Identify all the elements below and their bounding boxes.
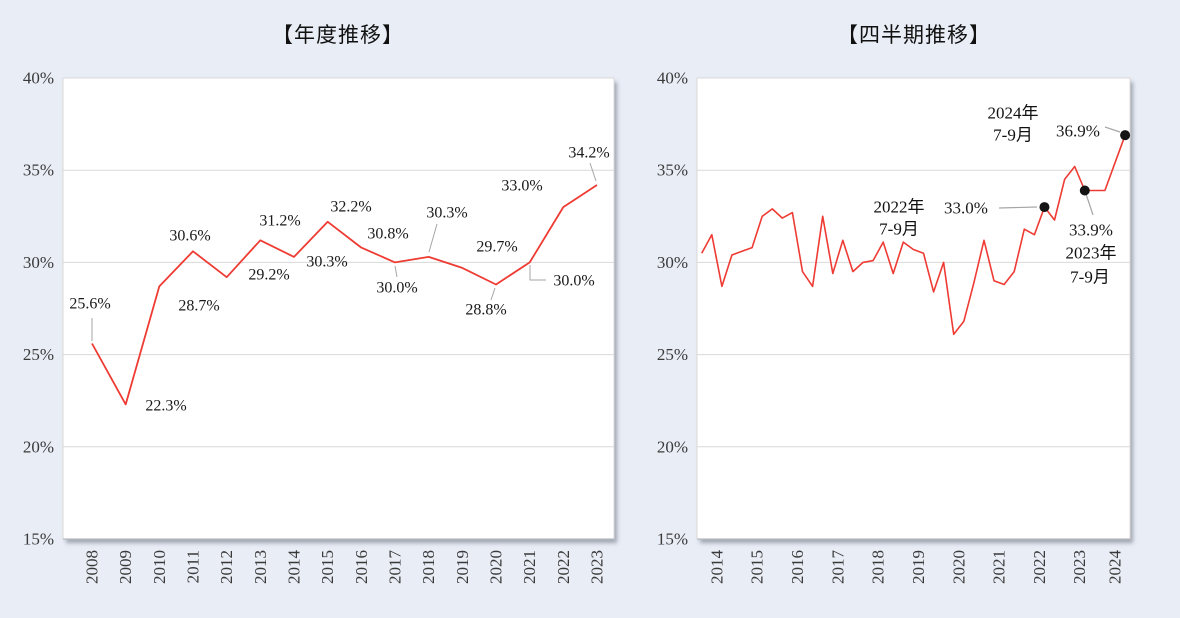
quarterly-chart-title: 【四半期推移】	[837, 23, 991, 47]
x-tick-label: 2023	[1070, 550, 1089, 584]
data-label: 31.2%	[259, 213, 300, 230]
annotation-period-label: 2023年	[1066, 244, 1117, 263]
x-tick-label: 2012	[217, 550, 236, 584]
data-label: 22.3%	[145, 398, 186, 415]
y-tick-label: 20%	[657, 437, 688, 456]
data-label: 30.3%	[306, 254, 347, 271]
y-tick-label: 20%	[23, 437, 54, 456]
x-tick-label: 2011	[183, 550, 202, 583]
x-tick-label: 2014	[707, 550, 726, 585]
annotation-leader-line	[998, 206, 1038, 209]
y-tick-label: 15%	[657, 530, 688, 549]
y-tick-label: 35%	[657, 161, 688, 180]
data-label: 33.0%	[501, 178, 542, 195]
data-label: 29.7%	[476, 239, 517, 256]
quarterly-plot-area	[697, 78, 1130, 539]
x-tick-label: 2022	[554, 550, 573, 584]
x-tick-label: 2022	[1030, 550, 1049, 584]
annotation-period-label: 7-9月	[1070, 268, 1110, 287]
x-tick-label: 2019	[453, 550, 472, 584]
data-label: 30.0%	[553, 273, 594, 290]
x-tick-label: 2014	[284, 550, 303, 585]
data-point-marker	[1120, 130, 1131, 141]
x-tick-label: 2015	[318, 550, 337, 584]
label-leader-line	[589, 162, 597, 182]
series-line	[91, 184, 598, 406]
label-leader-line	[529, 265, 546, 281]
x-tick-label: 2013	[251, 550, 270, 584]
annotation-value-label: 33.0%	[944, 199, 988, 218]
series-line	[700, 134, 1126, 336]
annotation-period-label: 7-9月	[993, 126, 1033, 145]
x-tick-label: 2023	[587, 550, 606, 584]
label-leader-line	[490, 287, 496, 301]
annual-plot-area	[63, 78, 614, 539]
y-tick-label: 40%	[657, 69, 688, 88]
data-label: 29.2%	[248, 267, 289, 284]
y-tick-label: 30%	[657, 253, 688, 272]
x-tick-label: 2016	[352, 550, 371, 584]
x-tick-label: 2009	[116, 550, 135, 584]
data-label: 30.0%	[376, 280, 417, 297]
data-label: 28.7%	[178, 298, 219, 315]
data-point-marker	[1079, 185, 1090, 196]
data-point-marker	[1039, 202, 1050, 213]
data-label: 25.6%	[69, 296, 110, 313]
x-tick-label: 2024	[1106, 550, 1125, 585]
plot-border	[696, 77, 1131, 540]
annotation-period-label: 7-9月	[879, 220, 919, 239]
x-tick-label: 2021	[990, 550, 1009, 584]
data-label: 30.3%	[426, 205, 467, 222]
x-tick-label: 2016	[788, 550, 807, 584]
y-tick-label: 40%	[23, 69, 54, 88]
x-tick-label: 2010	[150, 550, 169, 584]
x-tick-label: 2015	[748, 550, 767, 584]
data-label: 34.2%	[568, 145, 609, 162]
annotation-leader-line	[1085, 193, 1094, 216]
x-tick-label: 2017	[385, 550, 404, 585]
annotation-period-label: 2022年	[874, 198, 925, 217]
x-tick-label: 2008	[83, 550, 102, 584]
data-label: 30.6%	[169, 228, 210, 245]
y-tick-label: 30%	[23, 253, 54, 272]
data-label: 28.8%	[465, 302, 506, 319]
y-tick-label: 15%	[23, 530, 54, 549]
data-label: 32.2%	[330, 199, 371, 216]
annotation-value-label: 33.9%	[1069, 221, 1113, 240]
annotation-leader-line	[1104, 126, 1121, 133]
annotation-value-label: 36.9%	[1056, 122, 1100, 141]
y-tick-label: 25%	[23, 345, 54, 364]
y-tick-label: 35%	[23, 161, 54, 180]
x-tick-label: 2018	[419, 550, 438, 584]
label-leader-line	[428, 223, 438, 253]
x-tick-label: 2020	[486, 550, 505, 584]
label-leader-line	[394, 265, 398, 278]
data-label: 30.8%	[367, 226, 408, 243]
x-tick-label: 2017	[828, 550, 847, 585]
x-tick-label: 2020	[949, 550, 968, 584]
plot-border	[62, 77, 615, 540]
y-tick-label: 25%	[657, 345, 688, 364]
x-tick-label: 2021	[520, 550, 539, 584]
annotation-period-label: 2024年	[988, 104, 1039, 123]
annual-chart-title: 【年度推移】	[272, 23, 404, 47]
x-tick-label: 2019	[909, 550, 928, 584]
x-tick-label: 2018	[869, 550, 888, 584]
